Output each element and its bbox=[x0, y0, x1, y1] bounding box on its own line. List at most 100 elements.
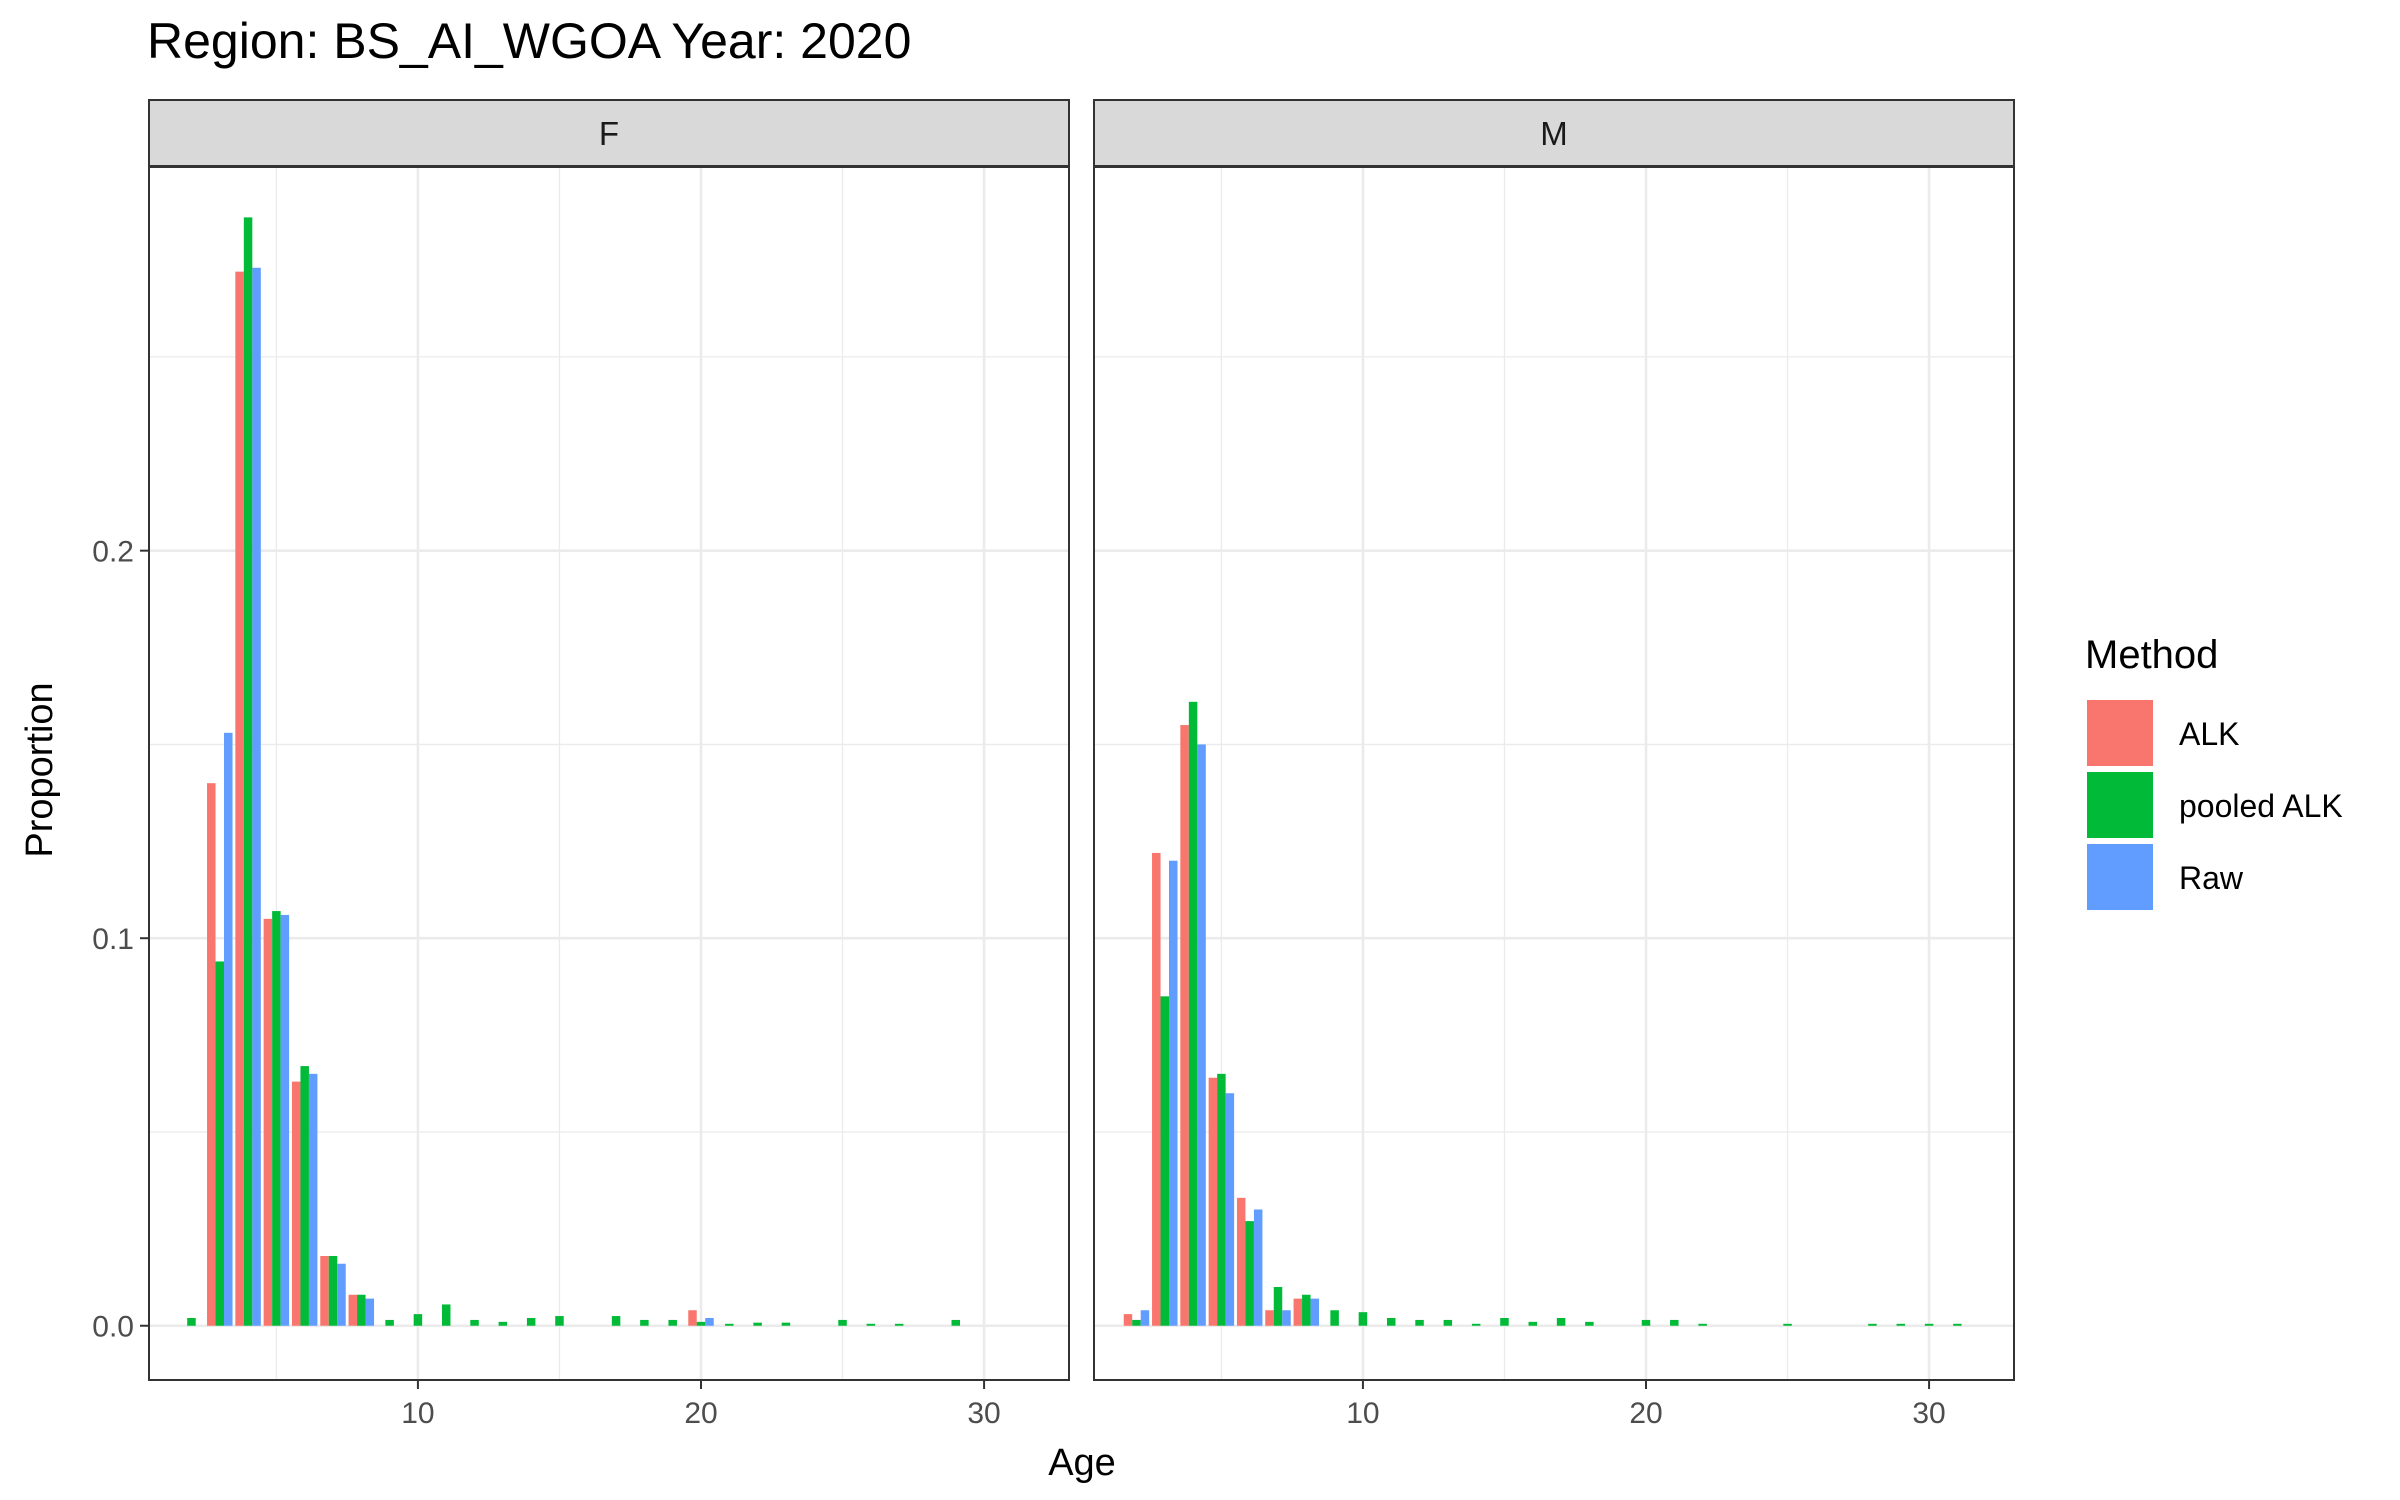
bar-pooled-alk bbox=[1443, 1319, 1453, 1326]
y-tick-label: 0.1 bbox=[92, 923, 134, 956]
bar-pooled-alk bbox=[838, 1319, 847, 1326]
bar-alk bbox=[348, 1294, 358, 1326]
bar-raw bbox=[224, 732, 233, 1326]
bar-pooled-alk bbox=[1330, 1310, 1339, 1326]
legend: Method ALK pooled ALK Raw bbox=[2085, 633, 2343, 910]
bar-pooled-alk bbox=[385, 1319, 394, 1326]
bar-pooled-alk bbox=[781, 1322, 791, 1326]
bar-raw bbox=[1282, 1310, 1291, 1326]
panel-border bbox=[1093, 166, 2015, 1381]
bar-pooled-alk bbox=[1953, 1323, 1962, 1326]
bar-pooled-alk bbox=[1415, 1319, 1424, 1326]
bar-pooled-alk bbox=[498, 1321, 508, 1326]
bar-raw bbox=[365, 1298, 375, 1326]
bar-pooled-alk bbox=[1160, 996, 1170, 1326]
bar-alk bbox=[291, 1081, 301, 1326]
facet-strip bbox=[1093, 99, 2015, 167]
bar-alk bbox=[1123, 1314, 1133, 1326]
y-tick-label: 0.2 bbox=[92, 536, 134, 569]
legend-key bbox=[2087, 772, 2153, 838]
legend-title: Method bbox=[2085, 633, 2218, 677]
bar-pooled-alk bbox=[866, 1323, 876, 1326]
facet-strip-label: F bbox=[599, 115, 619, 152]
bar-pooled-alk bbox=[441, 1304, 451, 1326]
y-tick-label: 0.0 bbox=[92, 1311, 134, 1344]
x-tick-label: 20 bbox=[1629, 1397, 1662, 1430]
bar-pooled-alk bbox=[640, 1319, 649, 1326]
bar-pooled-alk bbox=[413, 1314, 423, 1326]
bar-pooled-alk bbox=[611, 1316, 621, 1326]
bar-pooled-alk bbox=[668, 1319, 677, 1326]
bar-alk bbox=[1180, 725, 1189, 1326]
bar-pooled-alk bbox=[1698, 1323, 1707, 1326]
bar-raw bbox=[252, 267, 261, 1326]
bar-pooled-alk bbox=[555, 1316, 564, 1326]
x-axis-title: Age bbox=[1048, 1442, 1116, 1484]
bar-pooled-alk bbox=[187, 1317, 196, 1326]
x-tick-label: 30 bbox=[967, 1397, 1000, 1430]
bar-alk bbox=[263, 918, 273, 1326]
panel-border bbox=[148, 166, 1070, 1381]
bar-alk bbox=[1265, 1310, 1274, 1326]
bar-raw bbox=[1140, 1310, 1150, 1326]
legend-key bbox=[2087, 844, 2153, 910]
bar-pooled-alk bbox=[1358, 1312, 1368, 1326]
bar-pooled-alk bbox=[1500, 1317, 1509, 1326]
bar-raw bbox=[1253, 1209, 1263, 1326]
bar-alk bbox=[1236, 1197, 1246, 1326]
bar-pooled-alk bbox=[243, 217, 253, 1326]
facet-panels: F 10 20 30 0.0 0.1 0.2 M 10 20 30 bbox=[92, 99, 2015, 1430]
y-axis-title: Proportion bbox=[19, 682, 61, 857]
bar-pooled-alk bbox=[1528, 1321, 1538, 1326]
bar-raw bbox=[280, 914, 290, 1326]
facet-panel-f: F 10 20 30 0.0 0.1 0.2 bbox=[92, 99, 1070, 1430]
bar-pooled-alk bbox=[753, 1322, 762, 1326]
bar-alk bbox=[1152, 852, 1161, 1326]
bar-pooled-alk bbox=[300, 1066, 309, 1326]
x-tick-label: 10 bbox=[401, 1397, 434, 1430]
bar-pooled-alk bbox=[1471, 1323, 1481, 1326]
bar-pooled-alk bbox=[1641, 1319, 1651, 1326]
bar-pooled-alk bbox=[1783, 1323, 1792, 1326]
panel-background bbox=[1094, 167, 2014, 1380]
legend-label: pooled ALK bbox=[2179, 788, 2343, 824]
bar-pooled-alk bbox=[1556, 1317, 1566, 1326]
x-tick-label: 10 bbox=[1346, 1397, 1379, 1430]
bar-alk bbox=[688, 1310, 697, 1326]
bar-pooled-alk bbox=[1868, 1323, 1877, 1326]
bar-alk bbox=[1208, 1077, 1218, 1326]
bar-raw bbox=[1310, 1298, 1320, 1326]
chart-title: Region: BS_AI_WGOA Year: 2020 bbox=[147, 13, 911, 69]
legend-key bbox=[2087, 700, 2153, 766]
legend-label: Raw bbox=[2179, 860, 2244, 896]
bar-raw bbox=[308, 1073, 318, 1326]
bar-pooled-alk bbox=[357, 1294, 366, 1326]
x-tick-label: 20 bbox=[684, 1397, 717, 1430]
bar-pooled-alk bbox=[696, 1321, 706, 1326]
facet-panel-m: M 10 20 30 bbox=[1093, 99, 2015, 1430]
bar-raw bbox=[1169, 860, 1178, 1326]
bar-pooled-alk bbox=[1386, 1317, 1396, 1326]
bar-pooled-alk bbox=[1302, 1294, 1311, 1326]
bar-alk bbox=[207, 783, 216, 1326]
bar-pooled-alk bbox=[272, 911, 281, 1326]
bar-raw bbox=[1225, 1093, 1235, 1326]
bar-pooled-alk bbox=[1273, 1286, 1283, 1326]
bar-pooled-alk bbox=[1217, 1073, 1226, 1326]
bar-pooled-alk bbox=[1670, 1319, 1679, 1326]
bar-pooled-alk bbox=[470, 1319, 479, 1326]
bar-alk bbox=[320, 1255, 329, 1326]
bar-alk bbox=[235, 271, 244, 1326]
bar-pooled-alk bbox=[328, 1255, 338, 1326]
bar-alk bbox=[1293, 1298, 1303, 1326]
bar-pooled-alk bbox=[1132, 1319, 1141, 1326]
bar-pooled-alk bbox=[1924, 1323, 1934, 1326]
facet-strip-label: M bbox=[1540, 115, 1568, 152]
bar-pooled-alk bbox=[526, 1317, 536, 1326]
bar-pooled-alk bbox=[1245, 1221, 1254, 1326]
bar-raw bbox=[337, 1263, 346, 1326]
bar-pooled-alk bbox=[1188, 701, 1198, 1326]
bar-pooled-alk bbox=[1896, 1323, 1906, 1326]
bar-raw bbox=[1197, 744, 1206, 1326]
